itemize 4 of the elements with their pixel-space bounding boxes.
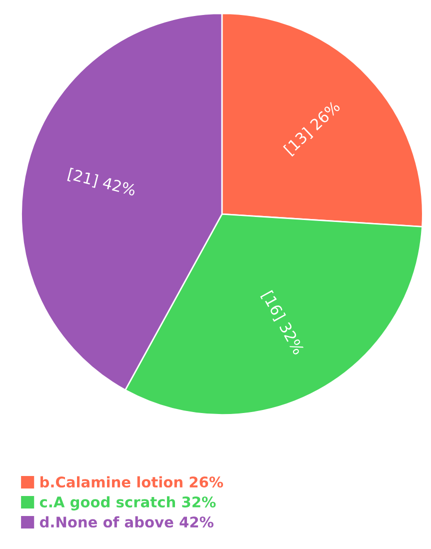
legend-label: b.Calamine lotion 26% [40,476,224,488]
legend-label: d.None of above 42% [40,516,214,528]
data-label: [21] 42% [67,168,136,198]
legend-label: c.A good scratch 32% [40,496,216,510]
